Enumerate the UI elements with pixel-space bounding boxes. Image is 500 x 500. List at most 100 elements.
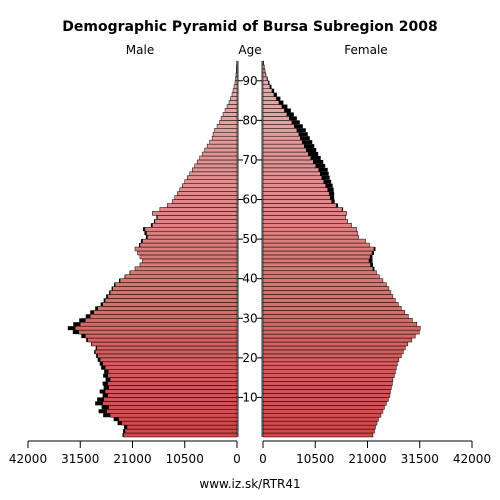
- male-bar: [234, 80, 238, 86]
- male-bar: [107, 381, 238, 386]
- female-bar: [262, 199, 332, 204]
- female-bar: [262, 183, 326, 188]
- male-label: Male: [126, 43, 154, 57]
- male-x-tick-label: 21000: [113, 452, 151, 466]
- female-bar: [262, 96, 277, 101]
- male-bar: [87, 337, 238, 343]
- female-bar: [262, 207, 343, 212]
- female-bar: [262, 321, 418, 327]
- female-x-tick-label: 42000: [453, 452, 491, 466]
- female-bar: [262, 167, 319, 173]
- male-bar: [236, 68, 238, 74]
- female-x-tick-label: 10500: [296, 452, 334, 466]
- male-bar: [204, 147, 238, 153]
- male-bar: [97, 306, 238, 311]
- male-bar: [233, 84, 238, 89]
- female-bar: [262, 135, 301, 141]
- male-bar: [209, 139, 238, 145]
- female-bar: [262, 219, 348, 224]
- female-bar: [262, 242, 370, 248]
- male-bar: [226, 104, 238, 109]
- female-bar: [262, 298, 396, 303]
- male-bar: [123, 432, 238, 438]
- female-bar: [262, 159, 314, 165]
- female-bar: [262, 128, 298, 133]
- male-bar: [139, 242, 238, 248]
- age-tick-label: 20: [242, 351, 257, 365]
- male-bar: [201, 151, 238, 157]
- male-x-tick-label: 42000: [9, 452, 47, 466]
- female-bar: [262, 254, 371, 260]
- male-bar: [107, 393, 238, 398]
- male-bar: [89, 314, 238, 319]
- male-bar: [179, 187, 238, 192]
- male-bar: [222, 112, 238, 117]
- male-bar: [124, 274, 238, 279]
- male-bar: [102, 401, 238, 406]
- age-tick-label: 10: [242, 390, 257, 404]
- male-bar: [94, 349, 238, 355]
- male-bar: [108, 385, 238, 390]
- male-bar: [106, 409, 238, 414]
- male-bar: [214, 128, 238, 133]
- age-tick-label: 70: [242, 153, 257, 167]
- female-bar: [262, 290, 392, 295]
- female-bar: [262, 92, 275, 97]
- female-x-tick-label: 0: [259, 452, 267, 466]
- male-bar: [144, 226, 238, 232]
- female-bar: [262, 413, 382, 418]
- female-bar: [262, 420, 378, 426]
- age-tick-label: 50: [242, 232, 257, 246]
- male-bar: [230, 96, 238, 101]
- female-bar: [262, 72, 266, 78]
- female-bar: [262, 171, 321, 177]
- female-bar: [262, 341, 409, 347]
- male-bar: [216, 124, 238, 129]
- female-bar: [262, 187, 328, 192]
- female-bar: [262, 397, 389, 402]
- male-bar: [219, 120, 238, 125]
- male-bar: [119, 278, 238, 283]
- female-bar: [262, 428, 375, 434]
- male-bar: [172, 199, 238, 204]
- female-bar: [262, 329, 420, 335]
- female-bar: [262, 88, 273, 93]
- axes: 42000 0 31500 10500 21000 21000 10500 31500 0 420…: [9, 440, 491, 466]
- female-bar: [262, 155, 312, 161]
- male-bar: [107, 294, 238, 299]
- source-link[interactable]: www.iz.sk/RTR41: [199, 477, 300, 491]
- male-bar: [231, 92, 238, 97]
- female-bar: [262, 306, 402, 311]
- male-bar: [126, 424, 238, 430]
- female-bar: [262, 416, 379, 422]
- male-bar: [103, 397, 238, 402]
- male-bar: [104, 298, 238, 303]
- age-tick-label: 80: [242, 113, 257, 127]
- female-bar: [262, 215, 346, 220]
- male-bar: [154, 219, 238, 224]
- male-bar: [80, 321, 238, 327]
- female-bar: [262, 131, 300, 137]
- male-bar: [78, 329, 238, 335]
- female-bar: [262, 286, 390, 291]
- age-tick-label: 60: [242, 193, 257, 207]
- male-bar: [75, 325, 238, 331]
- female-bar: [262, 203, 337, 208]
- female-bar: [262, 361, 398, 367]
- male-bar: [114, 282, 238, 287]
- female-bar: [262, 76, 268, 82]
- female-bar: [262, 60, 264, 66]
- male-bar: [109, 413, 238, 418]
- female-bar: [262, 278, 384, 283]
- male-bar: [109, 290, 238, 295]
- male-bar: [194, 163, 238, 169]
- male-bar: [84, 333, 238, 339]
- male-bar: [108, 405, 238, 410]
- male-bar: [104, 389, 238, 394]
- female-bar: [262, 270, 377, 275]
- female-bar: [262, 139, 303, 145]
- female-bar: [262, 238, 366, 244]
- female-bar: [262, 401, 387, 406]
- female-bar: [262, 143, 305, 149]
